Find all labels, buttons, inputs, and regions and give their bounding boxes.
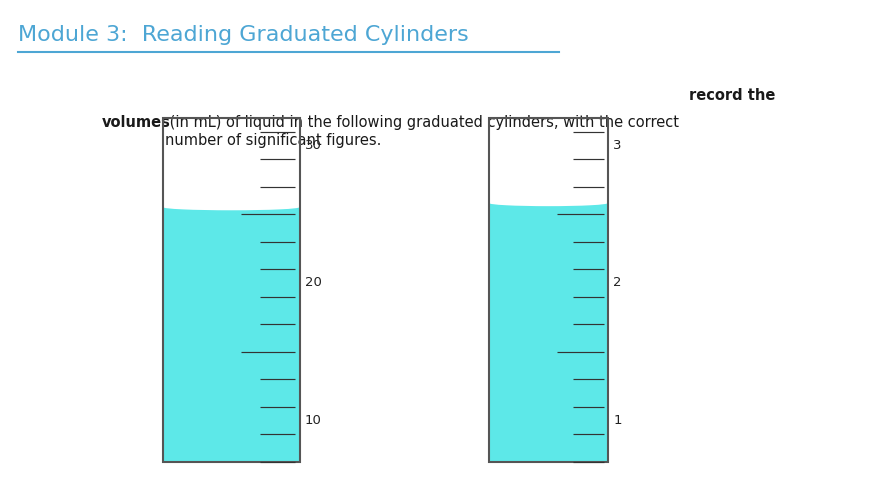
Text: (in mL) of liquid in the following graduated cylinders, with the correct
number : (in mL) of liquid in the following gradu… bbox=[165, 115, 678, 148]
Bar bbox=[163, 118, 300, 207]
Text: 1: 1 bbox=[613, 414, 622, 427]
Bar bbox=[163, 118, 300, 462]
Text: volumes: volumes bbox=[101, 115, 170, 131]
Text: 2: 2 bbox=[613, 276, 622, 289]
Bar bbox=[489, 203, 608, 462]
Text: 30: 30 bbox=[305, 139, 322, 152]
Text: Module 3:  Reading Graduated Cylinders: Module 3: Reading Graduated Cylinders bbox=[18, 25, 469, 45]
Text: 10: 10 bbox=[305, 414, 322, 427]
Ellipse shape bbox=[163, 204, 300, 210]
Bar bbox=[489, 118, 608, 203]
Text: record the: record the bbox=[689, 88, 775, 104]
Text: 3: 3 bbox=[613, 139, 622, 152]
Ellipse shape bbox=[489, 200, 608, 206]
Bar bbox=[489, 118, 608, 462]
Bar bbox=[163, 207, 300, 462]
Text: 20: 20 bbox=[305, 276, 322, 289]
